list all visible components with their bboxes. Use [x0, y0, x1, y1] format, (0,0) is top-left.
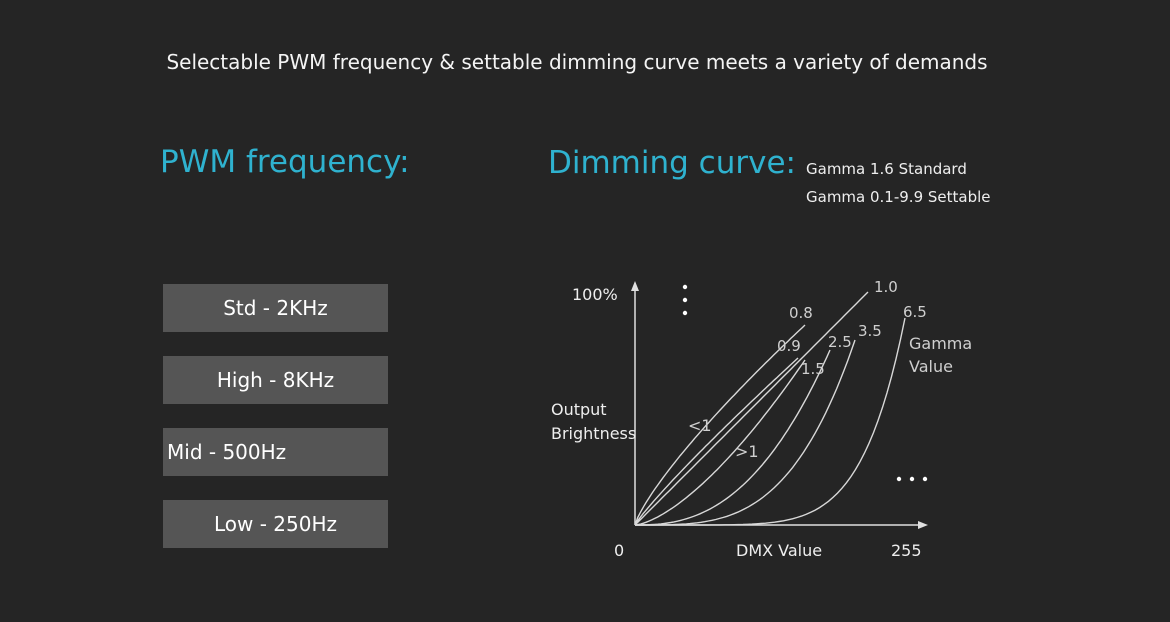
- dimming-curve-title: Dimming curve:: [548, 145, 796, 181]
- region-label-above-one: >1: [735, 442, 759, 461]
- gamma-curve-0-8: [634, 324, 806, 526]
- pwm-frequency-title: PWM frequency:: [160, 144, 410, 180]
- y-axis-arrow-icon: [631, 281, 639, 291]
- gamma-curves: 0.80.91.01.52.53.56.5: [634, 278, 927, 526]
- x-tick-label-max: 255: [891, 541, 922, 560]
- horizontal-ellipsis-dot-2: [909, 476, 915, 482]
- gamma-value-label-line2: Value: [909, 357, 953, 376]
- gamma-value-label-line1: Gamma: [909, 334, 972, 353]
- vertical-ellipsis-dot-3: [682, 310, 688, 316]
- vertical-ellipsis-dot-2: [682, 297, 688, 303]
- y-tick-label-max: 100%: [572, 285, 618, 304]
- gamma-standard-note: Gamma 1.6 Standard: [806, 160, 967, 178]
- pwm-option-high-button[interactable]: High - 8KHz: [163, 356, 388, 404]
- gamma-curve-label-0-8: 0.8: [789, 304, 813, 322]
- x-axis-label: DMX Value: [736, 541, 822, 560]
- horizontal-ellipsis-dot-1: [896, 476, 902, 482]
- y-axis-label-line2: Brightness: [551, 424, 636, 443]
- gamma-curve-2-5: [635, 349, 831, 526]
- x-axis-arrow-icon: [918, 521, 928, 529]
- gamma-curve-6-5: [635, 317, 906, 526]
- x-tick-label-min: 0: [614, 541, 624, 560]
- y-axis-label-line1: Output: [551, 400, 607, 419]
- gamma-settable-note: Gamma 0.1-9.9 Settable: [806, 188, 991, 206]
- gamma-curve-label-6-5: 6.5: [903, 303, 927, 321]
- vertical-ellipsis-dot-1: [682, 284, 688, 290]
- gamma-curve-1-5: [634, 359, 806, 526]
- gamma-curve-label-1: 1.0: [874, 278, 898, 296]
- gamma-curve-label-3-5: 3.5: [858, 322, 882, 340]
- gamma-curve-label-2-5: 2.5: [828, 333, 852, 351]
- pwm-option-mid-button[interactable]: Mid - 500Hz: [163, 428, 388, 476]
- gamma-curve-1: [634, 291, 869, 526]
- pwm-option-low-button[interactable]: Low - 250Hz: [163, 500, 388, 548]
- region-label-below-one: <1: [688, 416, 712, 435]
- page-headline: Selectable PWM frequency & settable dimm…: [166, 50, 988, 74]
- gamma-curve-0-9: [634, 357, 799, 526]
- pwm-option-std-button[interactable]: Std - 2KHz: [163, 284, 388, 332]
- gamma-curve-label-0-9: 0.9: [777, 337, 801, 355]
- horizontal-ellipsis-dot-3: [922, 476, 928, 482]
